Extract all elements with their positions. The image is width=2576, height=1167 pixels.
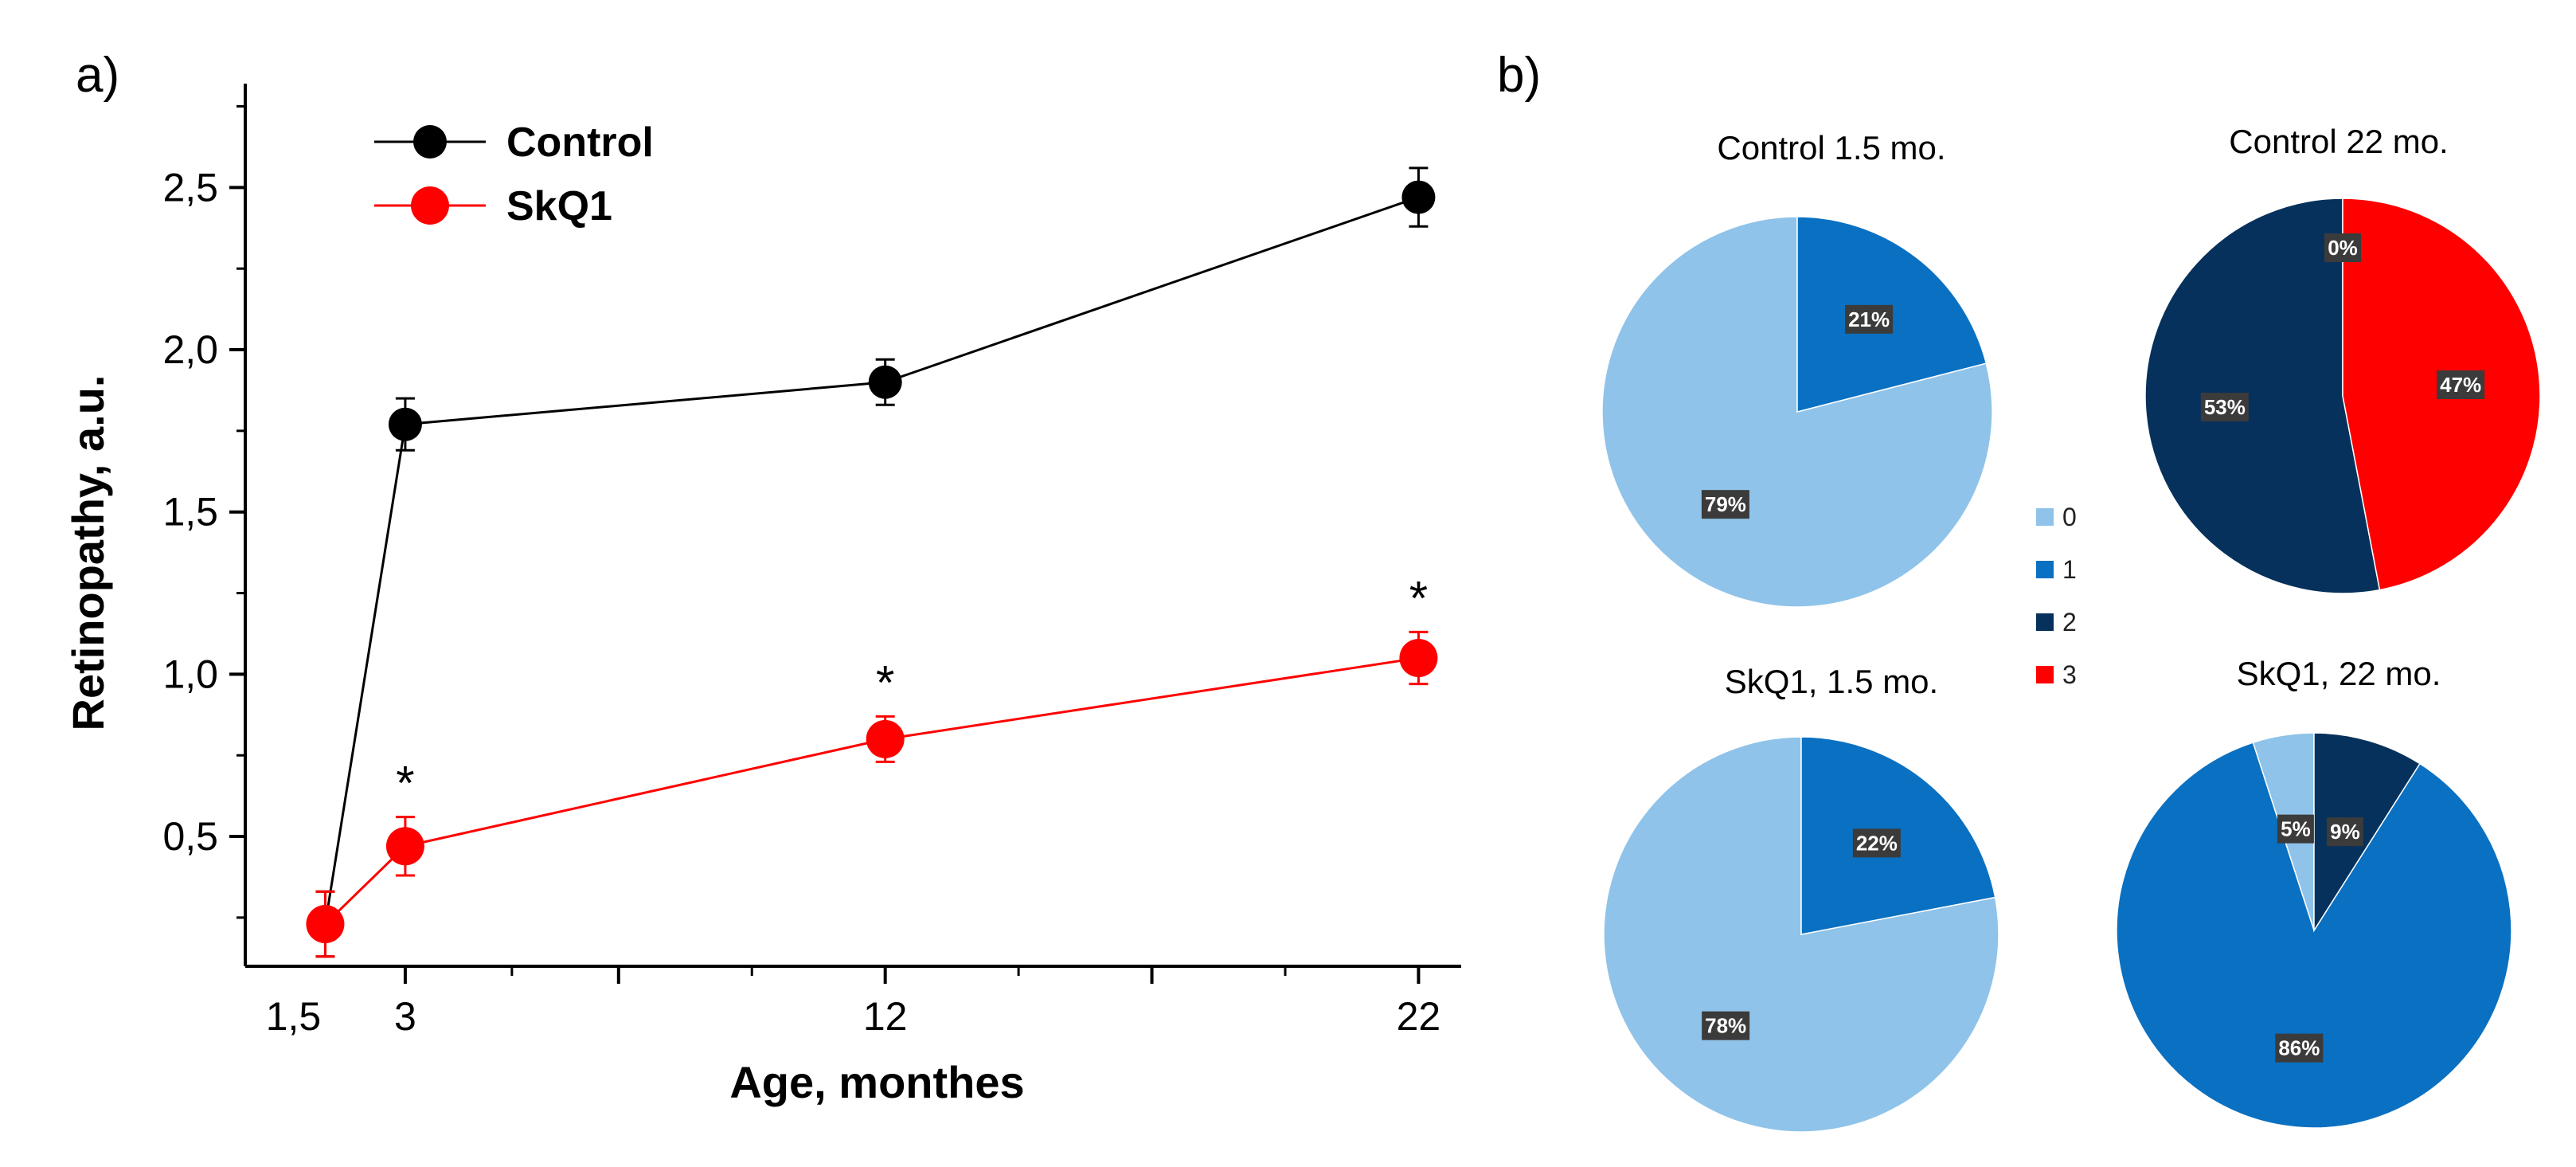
slice-label-text: 78% <box>1705 1014 1746 1038</box>
slice-label-box <box>2277 814 2314 844</box>
pie-legend-label: 2 <box>2062 608 2077 636</box>
slice-label: 78% <box>1702 1011 1750 1040</box>
data-point <box>866 719 905 758</box>
slice-label: 9% <box>2326 817 2363 847</box>
x-axis-title: Age, monthes <box>729 1057 1024 1107</box>
pie-legend-swatch <box>2036 561 2054 578</box>
data-point <box>388 407 422 441</box>
panel-a-letter: a) <box>76 48 119 103</box>
pie-chart: Control 22 mo. 0% 53% 47% <box>2144 123 2541 594</box>
legend-label: Control <box>506 119 654 166</box>
line-chart-ticks: 0,5 1,0 1,5 2,0 2,5 1,5 3 12 22 <box>162 105 1441 1039</box>
data-point <box>1399 639 1438 678</box>
slice-label: 5% <box>2277 814 2314 844</box>
pie-legend-label: 0 <box>2062 503 2077 531</box>
y-tick-label: 2,5 <box>162 165 218 210</box>
slice-label-box <box>2275 1033 2324 1063</box>
pie-legend-item: 2 <box>2036 608 2077 636</box>
slice-label-box <box>1845 304 1894 334</box>
slice-label-text: 86% <box>2278 1036 2320 1060</box>
pie-legend-swatch <box>2036 508 2054 526</box>
pie-legend-label: 1 <box>2062 555 2077 584</box>
significance-marker: * <box>1409 571 1428 625</box>
slice-label: 22% <box>1852 828 1901 858</box>
y-tick-label: 1,5 <box>162 490 218 535</box>
slice-label-text: 5% <box>2281 817 2311 841</box>
slice-label-box <box>1702 1011 1750 1040</box>
slice-label-text: 9% <box>2330 820 2360 844</box>
pie-slice <box>2116 742 2512 1129</box>
pie-legend-swatch <box>2036 666 2054 683</box>
slice-label: 79% <box>1701 490 1749 519</box>
y-tick-label: 1,0 <box>162 652 218 696</box>
y-tick-label: 0,5 <box>162 814 218 859</box>
pie-legend-item: 3 <box>2036 660 2077 689</box>
series-skq1: * * * <box>306 571 1438 958</box>
line-chart-series: * * * <box>306 166 1438 958</box>
pie-legend-swatch <box>2036 613 2054 631</box>
slice-label-box <box>2437 370 2485 399</box>
slice-label-text: 22% <box>1856 831 1898 855</box>
pie-legend-box <box>2023 478 2086 717</box>
line-chart-axes <box>244 84 1461 968</box>
retinopathy-line-chart: 0,51,01,52,02,51,5 3 12 22 *** ControlSkQ1 … <box>63 84 1461 1107</box>
slice-label-box <box>2200 393 2249 422</box>
slice-label: 0% <box>2324 233 2361 262</box>
pie-charts: Control 1.5 mo. 79% 21% Control 22 mo. 0% 53%… <box>1601 123 2541 1133</box>
slice-label-box <box>1701 490 1749 519</box>
slice-label: 53% <box>2200 393 2249 422</box>
data-point <box>868 365 902 399</box>
series-control <box>308 166 1436 958</box>
significance-marker: * <box>396 757 414 810</box>
series-line <box>323 196 1419 925</box>
pie-title: SkQ1, 22 mo. <box>2237 655 2441 692</box>
x-tick-label: 22 <box>1397 994 1441 1039</box>
pie-legend-label: 3 <box>2062 660 2077 689</box>
pie-chart: SkQ1, 22 mo. 5% 86% 9% <box>2116 655 2512 1129</box>
slice-label-box <box>1852 828 1901 858</box>
pie-slice <box>2144 198 2381 594</box>
series-line <box>324 656 1419 926</box>
pie-legend: 0 1 2 3 <box>2023 478 2086 717</box>
panel-b-letter: b) <box>1497 48 1541 103</box>
pie-title: SkQ1, 1.5 mo. <box>1725 663 1938 700</box>
pie-legend-item: 1 <box>2036 555 2077 584</box>
slice-label: 47% <box>2437 370 2485 399</box>
slice-label-box <box>2324 233 2361 262</box>
slice-label-text: 21% <box>1848 307 1890 331</box>
pie-slice <box>2313 732 2421 933</box>
x-tick-label: 1,5 <box>266 994 322 1039</box>
data-point <box>306 905 345 944</box>
legend-item: SkQ1 <box>374 183 612 229</box>
y-axis-title: Retinopathy, a.u. <box>63 375 113 731</box>
x-tick-label: 3 <box>394 994 416 1039</box>
x-tick-label: 12 <box>863 994 908 1039</box>
slice-label-text: 47% <box>2440 373 2481 397</box>
data-point <box>385 827 424 866</box>
slice-label-text: 53% <box>2204 395 2246 419</box>
pie-title: Control 1.5 mo. <box>1717 129 1945 166</box>
line-chart-legend: Control SkQ1 <box>374 119 654 229</box>
significance-marker: * <box>876 656 894 709</box>
legend-marker <box>413 125 447 159</box>
y-tick-label: 2,0 <box>162 327 218 372</box>
pie-chart: SkQ1, 1.5 mo. 78% 22% <box>1603 663 1999 1133</box>
pie-legend-item: 0 <box>2036 503 2077 531</box>
slice-label-box <box>2326 817 2363 847</box>
pie-title: Control 22 mo. <box>2229 123 2448 160</box>
slice-label: 86% <box>2275 1033 2324 1063</box>
legend-item: Control <box>374 119 654 166</box>
slice-label-text: 79% <box>1705 492 1746 516</box>
pie-chart: Control 1.5 mo. 79% 21% <box>1601 129 1993 608</box>
data-point <box>1401 180 1436 214</box>
legend-marker <box>411 186 449 225</box>
legend-label: SkQ1 <box>506 183 612 229</box>
slice-label-text: 0% <box>2328 236 2358 260</box>
slice-label: 21% <box>1845 304 1894 334</box>
